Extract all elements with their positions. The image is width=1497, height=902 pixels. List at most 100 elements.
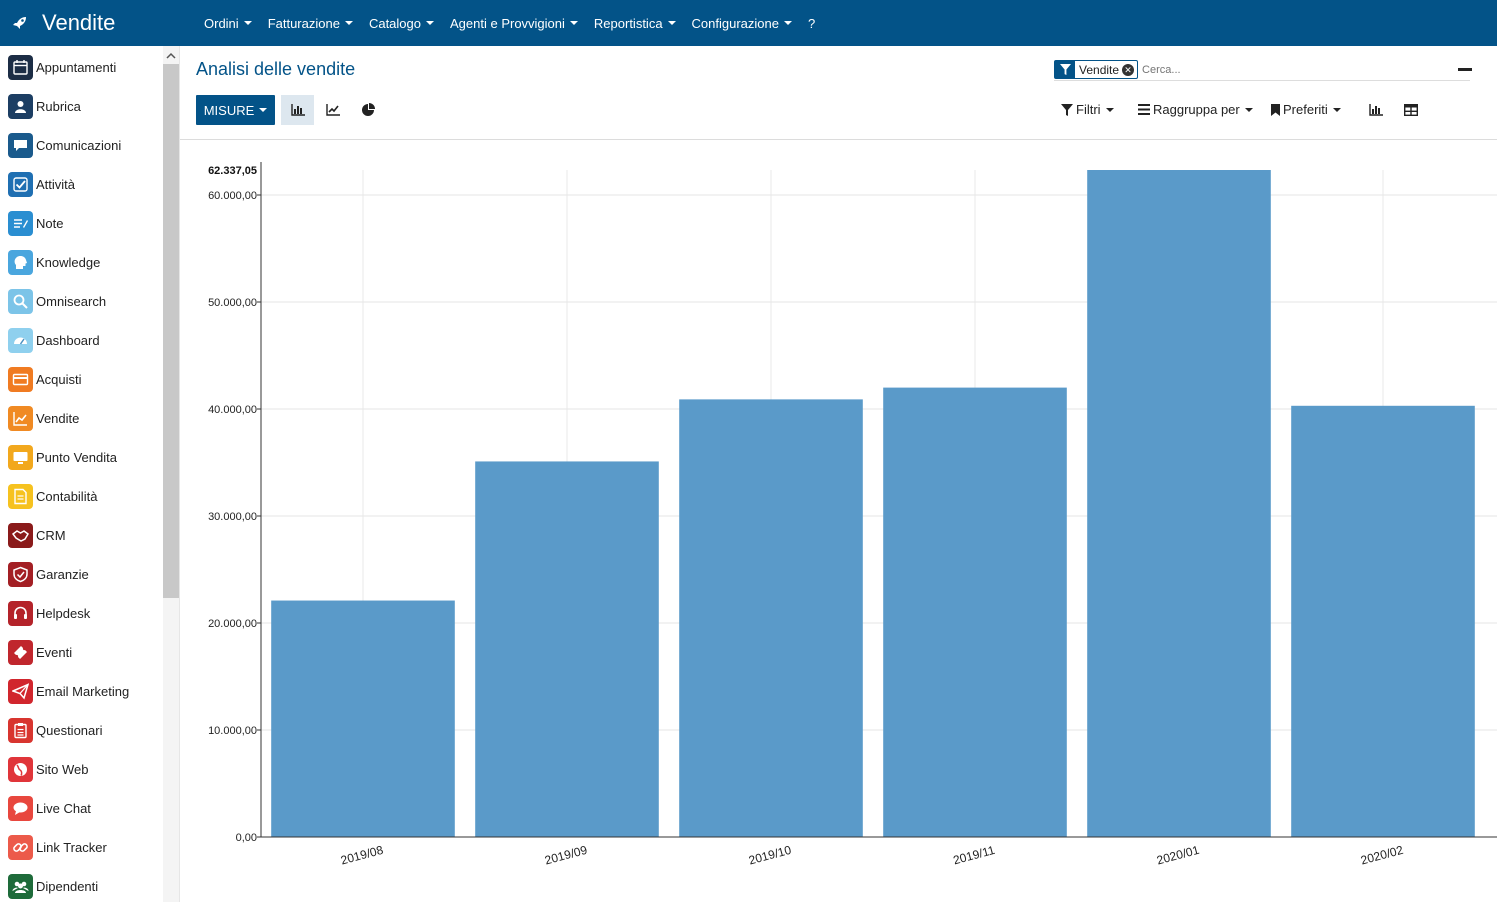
app-brand[interactable]: Vendite	[0, 0, 196, 46]
sidebar-item-label: CRM	[36, 528, 66, 543]
menu-item-reportistica[interactable]: Reportistica	[586, 16, 684, 31]
headset-icon	[8, 601, 33, 626]
sidebar-item-acquisti[interactable]: Acquisti	[0, 360, 162, 399]
sidebar-item-omnisearch[interactable]: Omnisearch	[0, 282, 162, 321]
sidebar-item-eventi[interactable]: Eventi	[0, 633, 162, 672]
line-chart-icon	[325, 104, 340, 116]
sidebar-item-label: Punto Vendita	[36, 450, 117, 465]
pie-chart-icon	[361, 103, 375, 116]
sidebar-item-punto-vendita[interactable]: Punto Vendita	[0, 438, 162, 477]
y-tick-label: 40.000,00	[208, 404, 257, 416]
pivot-view-switch[interactable]	[1401, 100, 1421, 120]
caret-down-icon	[569, 21, 578, 25]
collapse-panel-button[interactable]	[1458, 68, 1472, 71]
sidebar-item-comunicazioni[interactable]: Comunicazioni	[0, 126, 162, 165]
scroll-up-icon[interactable]	[163, 50, 179, 62]
sidebar-item-label: Rubrica	[36, 99, 81, 114]
sidebar-item-vendite[interactable]: Vendite	[0, 399, 162, 438]
monitor-icon	[8, 445, 33, 470]
bar-chart-mode-button[interactable]	[281, 95, 314, 125]
menu-item-agenti-e-provvigioni[interactable]: Agenti e Provvigioni	[442, 16, 586, 31]
line-chart-mode-button[interactable]	[316, 95, 349, 125]
gauge-icon	[8, 328, 33, 353]
sidebar-item-dipendenti[interactable]: Dipendenti	[0, 867, 162, 902]
check-icon	[8, 172, 33, 197]
search-input[interactable]	[1142, 63, 1443, 76]
filters-dropdown[interactable]: Filtri	[1061, 102, 1114, 117]
menu-item-label: Agenti e Provvigioni	[450, 15, 565, 31]
sidebar-item-contabilit-[interactable]: Contabilità	[0, 477, 162, 516]
chat-bubble-icon	[8, 133, 33, 158]
sidebar-item-attivit-[interactable]: Attività	[0, 165, 162, 204]
search-bar[interactable]: Vendite ✕	[1054, 59, 1470, 81]
top-navbar: Vendite Ordini Fatturazione Catalogo Agenti…	[0, 0, 1497, 46]
caret-down-icon	[1105, 107, 1114, 112]
bookmark-icon	[1271, 103, 1280, 116]
y-tick-label: 30.000,00	[208, 511, 257, 523]
sidebar-item-knowledge[interactable]: Knowledge	[0, 243, 162, 282]
sidebar-item-note[interactable]: Note	[0, 204, 162, 243]
favorites-label: Preferiti	[1283, 102, 1328, 117]
y-tick-label: 60.000,00	[208, 190, 257, 202]
sidebar-item-rubrica[interactable]: Rubrica	[0, 87, 162, 126]
sidebar-item-questionari[interactable]: Questionari	[0, 711, 162, 750]
calendar-icon	[8, 55, 33, 80]
menu-item-fatturazione[interactable]: Fatturazione	[260, 16, 361, 31]
handshake-icon	[8, 523, 33, 548]
sidebar-item-label: Dashboard	[36, 333, 100, 348]
remove-facet-icon[interactable]: ✕	[1122, 63, 1135, 76]
sidebar-item-label: Dipendenti	[36, 879, 99, 894]
caret-down-icon	[1332, 107, 1341, 112]
caret-down-icon	[1244, 107, 1253, 112]
filters-label: Filtri	[1076, 102, 1101, 117]
y-tick-label: 50.000,00	[208, 297, 257, 309]
sidebar-item-label: Link Tracker	[36, 840, 107, 855]
y-tick-label: 20.000,00	[208, 618, 257, 630]
sidebar-item-garanzie[interactable]: Garanzie	[0, 555, 162, 594]
sidebar-item-appuntamenti[interactable]: Appuntamenti	[0, 48, 162, 87]
filter-icon	[1055, 61, 1075, 78]
sidebar-item-label: Appuntamenti	[36, 60, 117, 75]
caret-down-icon	[784, 21, 792, 25]
search-icon	[8, 289, 33, 314]
sidebar-item-helpdesk[interactable]: Helpdesk	[0, 594, 162, 633]
sidebar-item-label: Comunicazioni	[36, 138, 122, 153]
pie-chart-mode-button[interactable]	[351, 95, 384, 125]
caret-down-icon	[259, 108, 268, 112]
chat-icon	[8, 796, 33, 821]
x-tick-label: 2019/10	[747, 843, 793, 868]
scrollbar-thumb[interactable]	[163, 64, 179, 598]
graph-view-switch[interactable]	[1366, 100, 1386, 120]
table-icon	[1404, 104, 1418, 116]
menu-item-label: Catalogo	[368, 15, 421, 31]
menu-item-help[interactable]: ?	[800, 16, 823, 31]
favorites-dropdown[interactable]: Preferiti	[1271, 102, 1341, 117]
menu-item-configurazione[interactable]: Configurazione	[684, 16, 800, 31]
measures-button[interactable]: MISURE	[196, 95, 275, 125]
y-max-label: 62.337,05	[208, 165, 257, 177]
apps-sidebar: Appuntamenti Rubrica Comunicazioni Attività…	[0, 46, 180, 902]
groupby-dropdown[interactable]: Raggruppa per	[1138, 102, 1253, 117]
credit-card-icon	[8, 367, 33, 392]
sidebar-item-sito-web[interactable]: Sito Web	[0, 750, 162, 789]
sidebar-item-link-tracker[interactable]: Link Tracker	[0, 828, 162, 867]
sidebar-item-label: Live Chat	[36, 801, 91, 816]
app-title: Vendite	[42, 10, 116, 35]
menu-item-catalogo[interactable]: Catalogo	[361, 16, 442, 31]
sidebar-scrollbar[interactable]	[163, 46, 179, 902]
y-tick-label: 0,00	[236, 832, 257, 844]
sidebar-item-email-marketing[interactable]: Email Marketing	[0, 672, 162, 711]
sidebar-item-label: Eventi	[36, 645, 73, 660]
x-tick-label: 2019/09	[543, 843, 589, 868]
facet-label: Vendite	[1079, 62, 1120, 77]
sales-bar-chart: 0,00 10.000,00 20.000,00 30.000,00 40.000,00…	[180, 140, 1497, 902]
sidebar-item-label: Vendite	[36, 411, 80, 426]
sidebar-item-crm[interactable]: CRM	[0, 516, 162, 555]
menu-item-ordini[interactable]: Ordini	[196, 16, 260, 31]
y-tick-label: 10.000,00	[208, 725, 257, 737]
sidebar-item-dashboard[interactable]: Dashboard	[0, 321, 162, 360]
sidebar-item-live-chat[interactable]: Live Chat	[0, 789, 162, 828]
sidebar-item-label: Garanzie	[36, 567, 89, 582]
sidebar-item-label: Email Marketing	[36, 684, 130, 699]
sidebar-item-label: Helpdesk	[36, 606, 91, 621]
